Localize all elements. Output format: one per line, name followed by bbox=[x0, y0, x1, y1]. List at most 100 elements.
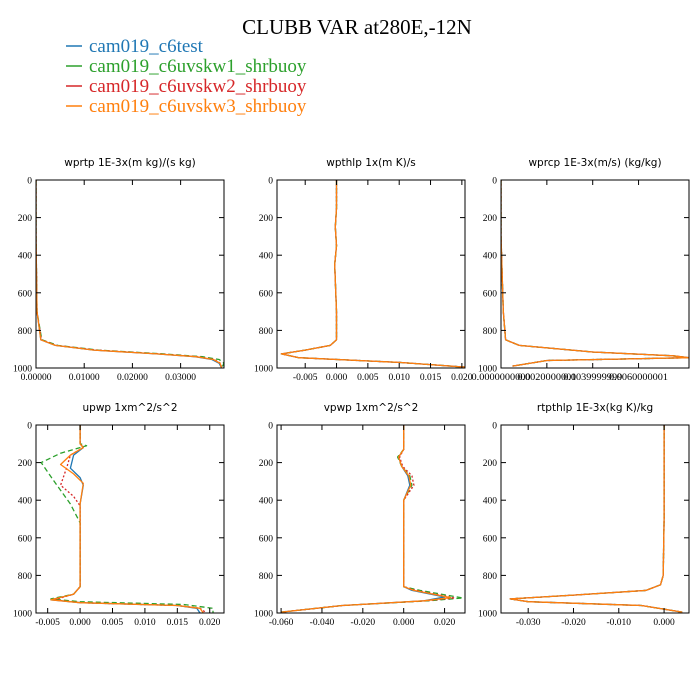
legend: cam019_c6testcam019_c6uvskw1_shrbuoycam0… bbox=[66, 36, 307, 117]
y-tick-label: 400 bbox=[259, 497, 274, 507]
series-line bbox=[280, 180, 465, 368]
panel-title: wprtp 1E-3x(m kg)/(s kg) bbox=[64, 157, 195, 169]
series-group bbox=[281, 425, 464, 613]
legend-label: cam019_c6uvskw2_shrbuoy bbox=[89, 76, 307, 97]
series-line bbox=[501, 180, 689, 367]
x-tick-label: -0.030 bbox=[516, 618, 541, 628]
series-line bbox=[50, 425, 204, 613]
plot-frame bbox=[35, 179, 225, 369]
series-line bbox=[280, 180, 465, 368]
series-line bbox=[36, 180, 224, 368]
y-tick-label: 1000 bbox=[478, 365, 497, 375]
y-tick-label: 0 bbox=[27, 177, 32, 187]
y-tick-label: 400 bbox=[483, 252, 498, 262]
panel-title: rtpthlp 1E-3x(kg K)/kg bbox=[537, 402, 653, 414]
y-tick-label: 800 bbox=[483, 327, 498, 337]
panel-title: wpthlp 1x(m K)/s bbox=[326, 157, 416, 169]
x-tick-label: 0.015 bbox=[167, 618, 189, 628]
panel: vpwp 1xm^2/s^2 0 200 400 600 800 1000-0.060 -0.… bbox=[254, 402, 466, 628]
y-tick-label: 600 bbox=[259, 534, 274, 544]
x-tick-label: 0.0000000000 bbox=[472, 373, 531, 383]
x-tick-label: 0.005 bbox=[102, 618, 124, 628]
x-tick-label: 0.010 bbox=[134, 618, 156, 628]
panel-title: wprcp 1E-3x(m/s) (kg/kg) bbox=[528, 157, 661, 169]
series-line bbox=[36, 180, 223, 368]
series-line bbox=[281, 425, 446, 613]
x-tick-label: 0.02000 bbox=[117, 373, 148, 383]
x-tick-label: 0.000 bbox=[69, 618, 91, 628]
y-tick-label: 1000 bbox=[478, 610, 497, 620]
series-line bbox=[501, 180, 689, 367]
legend-label: cam019_c6uvskw1_shrbuoy bbox=[89, 56, 307, 77]
y-tick-label: 1000 bbox=[13, 365, 32, 375]
series-line bbox=[501, 180, 689, 367]
series-group bbox=[501, 180, 689, 367]
y-tick-label: 400 bbox=[18, 497, 33, 507]
x-tick-label: 0.0039999999 bbox=[563, 373, 622, 383]
x-tick-label: 0.020 bbox=[199, 618, 221, 628]
y-tick-label: 0 bbox=[492, 422, 497, 432]
legend-label: cam019_c6uvskw3_shrbuoy bbox=[89, 96, 307, 117]
y-tick-label: 0 bbox=[27, 422, 32, 432]
x-tick-label: 0.010 bbox=[389, 373, 411, 383]
y-tick-label: 1000 bbox=[13, 610, 32, 620]
x-tick-label: -0.020 bbox=[351, 618, 376, 628]
x-tick-label: -0.005 bbox=[293, 373, 318, 383]
x-tick-label: 0.020 bbox=[434, 618, 456, 628]
series-line bbox=[281, 425, 452, 613]
x-tick-label: 0.020 bbox=[451, 373, 473, 383]
y-tick-label: 600 bbox=[483, 534, 498, 544]
x-tick-label: -0.020 bbox=[561, 618, 586, 628]
panel: wpthlp 1x(m K)/s 0 200 400 600 800 1000 -0.005 0… bbox=[254, 157, 473, 383]
y-tick-label: 400 bbox=[259, 252, 274, 262]
y-tick-label: 200 bbox=[259, 214, 274, 224]
series-group bbox=[509, 425, 683, 613]
x-tick-label: -0.005 bbox=[35, 618, 60, 628]
panel-title: upwp 1xm^2/s^2 bbox=[83, 402, 178, 414]
y-tick-label: 800 bbox=[18, 572, 33, 582]
y-tick-label: 600 bbox=[18, 534, 33, 544]
series-line bbox=[280, 180, 465, 368]
series-line bbox=[509, 425, 683, 613]
plot-frame bbox=[500, 179, 690, 369]
y-tick-label: 200 bbox=[259, 459, 274, 469]
figure-title: CLUBB VAR at280E,-12N bbox=[242, 15, 472, 39]
x-tick-label: 0.015 bbox=[420, 373, 442, 383]
y-tick-label: 400 bbox=[18, 252, 33, 262]
series-group bbox=[40, 425, 214, 613]
x-tick-label: 0.005 bbox=[357, 373, 379, 383]
x-tick-label: 0.00000 bbox=[21, 373, 52, 383]
y-tick-label: 1000 bbox=[254, 610, 273, 620]
panel-title: vpwp 1xm^2/s^2 bbox=[324, 402, 419, 414]
series-line bbox=[509, 425, 683, 613]
x-tick-label: 0.03000 bbox=[165, 373, 196, 383]
y-tick-label: 400 bbox=[483, 497, 498, 507]
y-tick-label: 800 bbox=[259, 572, 274, 582]
x-tick-label: -0.040 bbox=[310, 618, 335, 628]
y-tick-label: 200 bbox=[18, 459, 33, 469]
panel: wprtp 1E-3x(m kg)/(s kg) 0 200 400 600 800 100… bbox=[13, 157, 225, 383]
series-line bbox=[40, 425, 214, 613]
x-tick-label: 0.000 bbox=[326, 373, 348, 383]
y-tick-label: 0 bbox=[268, 422, 273, 432]
x-tick-label: 0.0060000001 bbox=[609, 373, 668, 383]
panel: upwp 1xm^2/s^2 0 200 400 600 800 1000-0.005 0.0… bbox=[13, 402, 225, 628]
y-tick-label: 200 bbox=[483, 459, 498, 469]
series-line bbox=[281, 425, 464, 613]
y-tick-label: 600 bbox=[259, 289, 274, 299]
panel: rtpthlp 1E-3x(kg K)/kg 0 200 400 600 800 1000 -… bbox=[478, 402, 690, 628]
plot-frame bbox=[35, 424, 225, 614]
y-tick-label: 600 bbox=[18, 289, 33, 299]
series-line bbox=[36, 180, 223, 368]
panels: wprtp 1E-3x(m kg)/(s kg) 0 200 400 600 800 100… bbox=[13, 157, 690, 628]
x-tick-label: 0.0020000001 bbox=[517, 373, 576, 383]
y-tick-label: 600 bbox=[483, 289, 498, 299]
plot-frame bbox=[276, 179, 466, 369]
y-tick-label: 0 bbox=[268, 177, 273, 187]
x-tick-label: 0.000 bbox=[653, 618, 675, 628]
panel: wprcp 1E-3x(m/s) (kg/kg) 0 200 400 600 800 100… bbox=[472, 157, 690, 383]
y-tick-label: 800 bbox=[483, 572, 498, 582]
y-tick-label: 800 bbox=[18, 327, 33, 337]
series-line bbox=[280, 180, 465, 368]
